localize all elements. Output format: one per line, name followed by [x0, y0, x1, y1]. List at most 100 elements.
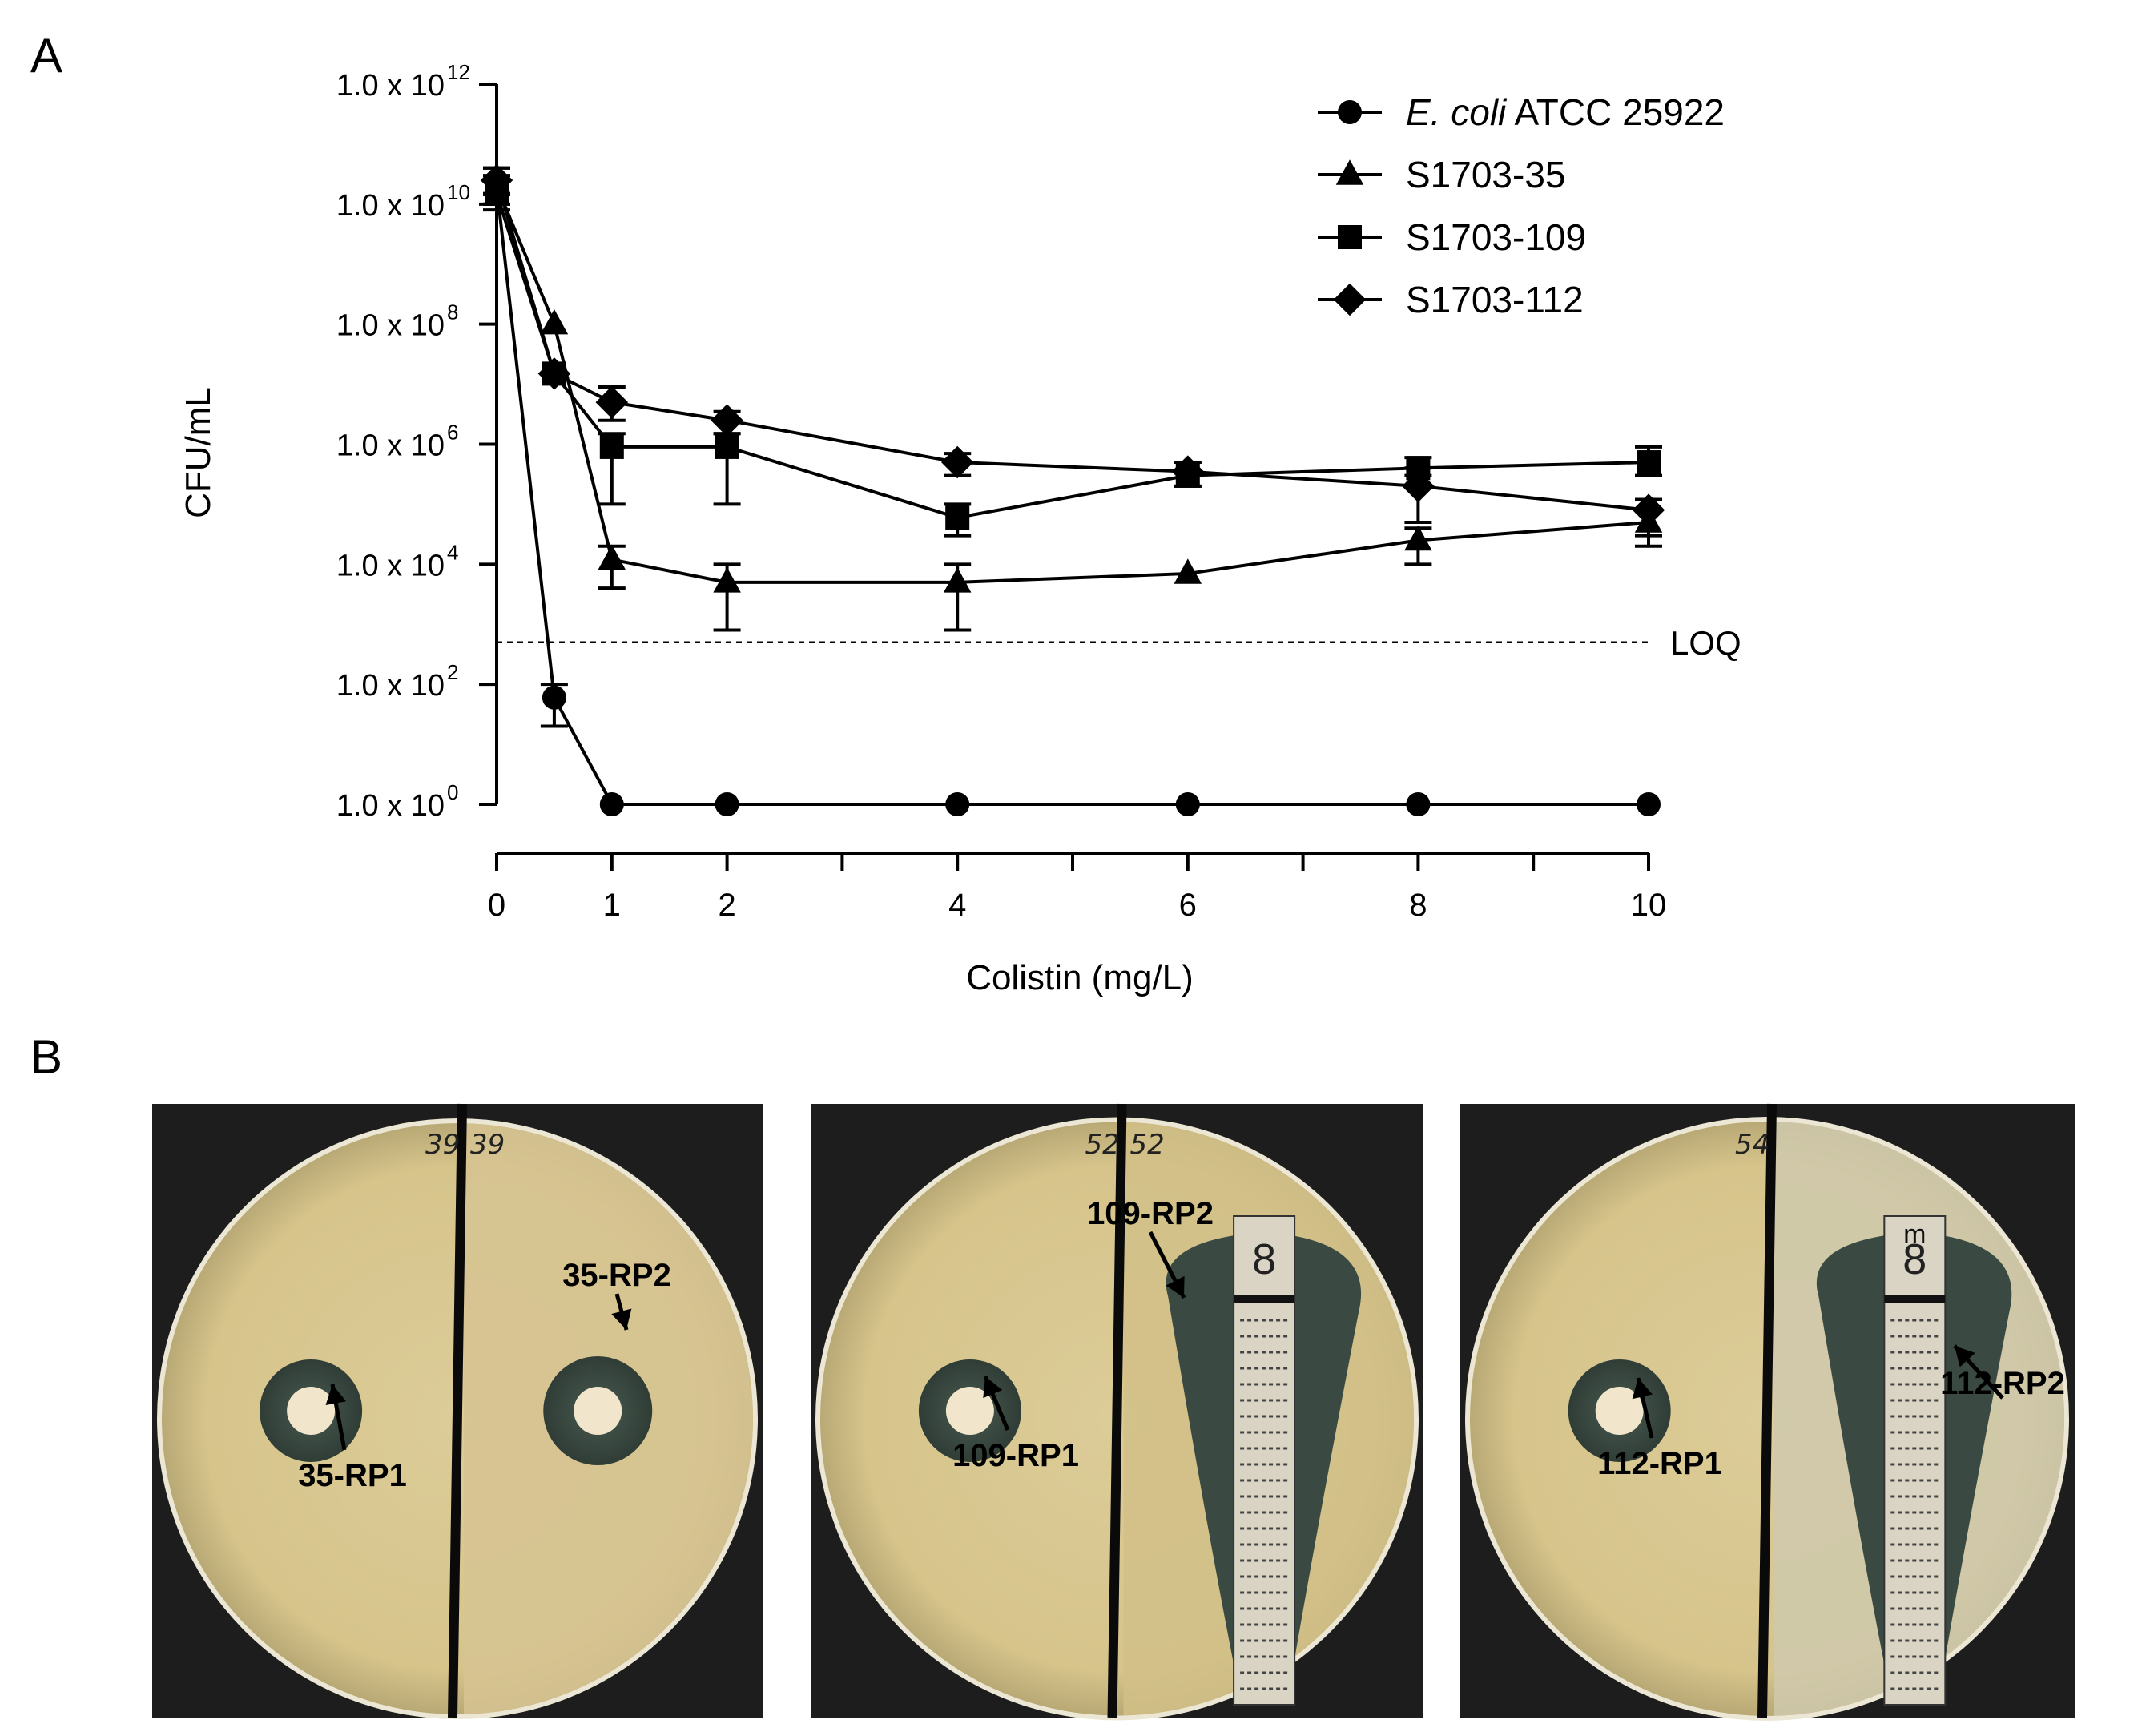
data-point-circle [1406, 792, 1431, 816]
annotation-arrow-head [983, 1376, 1003, 1399]
data-point-circle [1338, 100, 1362, 124]
plate-label: 112-RP2 [1940, 1366, 2065, 1401]
data-point-square [1637, 450, 1661, 475]
data-point-diamond [940, 445, 974, 479]
x-tick-label: 2 [718, 888, 735, 923]
legend-entry-0: E. coli ATCC 25922 [1318, 91, 1725, 133]
plate-1: 39 39 35-RP1 35-RP2 [152, 1103, 763, 1719]
x-tick-label: 6 [1179, 888, 1197, 923]
chart-panel-a: 1.0 x 10 01.0 x 10 21.0 x 10 41.0 x 10 61.0 … [179, 60, 1741, 997]
loq-label: LOQ [1670, 624, 1741, 662]
series-line [495, 186, 1649, 806]
data-point-triangle [1174, 558, 1202, 584]
data-point-triangle [713, 567, 741, 593]
y-tick-label: 1.0 x 10 [336, 189, 445, 223]
plate-label: 112-RP1 [1597, 1446, 1722, 1481]
x-tick-label: 8 [1409, 888, 1427, 923]
data-point-square [715, 434, 739, 459]
annotation-arrow-head [1166, 1275, 1185, 1298]
y-tick-label: 1.0 x 10 [336, 429, 445, 463]
y-tick-exponent: 0 [447, 780, 458, 804]
plate-mark: 52 [1130, 1129, 1165, 1161]
etest-strip-mark: m [1903, 1219, 1926, 1250]
data-point-triangle [1335, 159, 1364, 185]
legend-label: S1703-35 [1406, 154, 1566, 195]
divider-line [1757, 1103, 1777, 1718]
x-tick-label: 4 [948, 888, 966, 923]
data-point-square [599, 434, 624, 459]
data-point-diamond [1632, 493, 1665, 526]
y-tick-label: 1.0 x 10 [336, 549, 445, 582]
y-axis: 1.0 x 10 01.0 x 10 21.0 x 10 41.0 x 10 61.0 … [336, 60, 498, 823]
plate-3: 54 8m 112-RP1 112-RP2 [1460, 1103, 2075, 1721]
antibiotic-disc [1595, 1387, 1644, 1435]
plate-label: 35-RP2 [562, 1258, 671, 1293]
data-point-diamond [1402, 469, 1435, 503]
loq-line-group: LOQ [497, 624, 1741, 662]
panel-b-label: B [30, 1030, 62, 1084]
plate-mark: 52 [1085, 1129, 1120, 1161]
divider-line [448, 1103, 467, 1718]
etest-strip-glyph: 8 [1902, 1235, 1927, 1283]
etest-strip-glyph: 8 [1252, 1235, 1276, 1283]
data-point-triangle [943, 567, 972, 593]
y-tick-exponent: 12 [447, 60, 470, 84]
legend-entry-2: S1703-109 [1318, 216, 1586, 258]
data-point-diamond [711, 404, 743, 437]
data-point-diamond [595, 385, 629, 419]
annotation-arrow-head [325, 1384, 347, 1405]
y-tick-exponent: 6 [447, 421, 458, 445]
plate-mark: 39 [425, 1129, 460, 1161]
legend-label: S1703-112 [1406, 279, 1584, 320]
y-tick-exponent: 10 [447, 180, 470, 204]
data-point-circle [599, 792, 624, 816]
annotation-arrow-head [1632, 1378, 1653, 1400]
x-axis: 0 1 2 4 6 8 10 [488, 852, 1667, 923]
etest-strip [1883, 1215, 1947, 1706]
data-point-circle [945, 792, 970, 816]
data-point-square [1338, 225, 1362, 249]
panel-a-label: A [30, 29, 62, 83]
data-point-diamond [1333, 283, 1367, 316]
y-tick-label: 1.0 x 10 [336, 789, 445, 823]
data-point-diamond [538, 357, 571, 390]
plate-mark: 39 [470, 1129, 505, 1161]
y-tick-label: 1.0 x 10 [336, 669, 445, 703]
y-tick-exponent: 2 [447, 660, 458, 684]
x-tick-label: 0 [488, 888, 505, 923]
x-tick-label: 1 [603, 888, 621, 923]
y-axis-label: CFU/mL [179, 387, 218, 518]
antibiotic-disc [287, 1387, 336, 1435]
data-point-diamond [1171, 455, 1205, 488]
plate-label: 109-RP2 [1087, 1196, 1214, 1231]
annotation-arrow-head [1955, 1346, 1975, 1367]
etest-strip [1233, 1215, 1296, 1706]
antibiotic-disc [945, 1387, 994, 1435]
series-line [495, 193, 1649, 520]
legend-entry-1: S1703-35 [1318, 154, 1566, 195]
data-point-circle [715, 792, 739, 816]
data-point-square [945, 505, 970, 530]
data-point-circle [1637, 792, 1661, 816]
divider-line [1107, 1103, 1127, 1718]
data-point-triangle [540, 308, 569, 335]
annotation-arrow-head [611, 1308, 632, 1330]
data-point-circle [1175, 792, 1200, 816]
antibiotic-disc [574, 1387, 622, 1435]
series-layer [480, 163, 1665, 816]
data-point-triangle [598, 544, 626, 570]
y-tick-label: 1.0 x 10 [336, 69, 445, 103]
plate-label: 35-RP1 [298, 1458, 407, 1493]
etest-strip-band [1234, 1295, 1295, 1303]
x-tick-label: 10 [1631, 888, 1667, 923]
y-tick-label: 1.0 x 10 [336, 309, 445, 343]
series-3 [480, 163, 1665, 538]
x-axis-label: Colistin (mg/L) [966, 958, 1194, 997]
etest-strip-band [1884, 1295, 1946, 1303]
plate-2: 52 52 8 109-RP1 109-RP2 [811, 1103, 1423, 1721]
legend-entry-3: S1703-112 [1318, 279, 1584, 320]
plate-label: 109-RP1 [952, 1438, 1079, 1473]
legend-label: E. coli ATCC 25922 [1406, 91, 1725, 133]
